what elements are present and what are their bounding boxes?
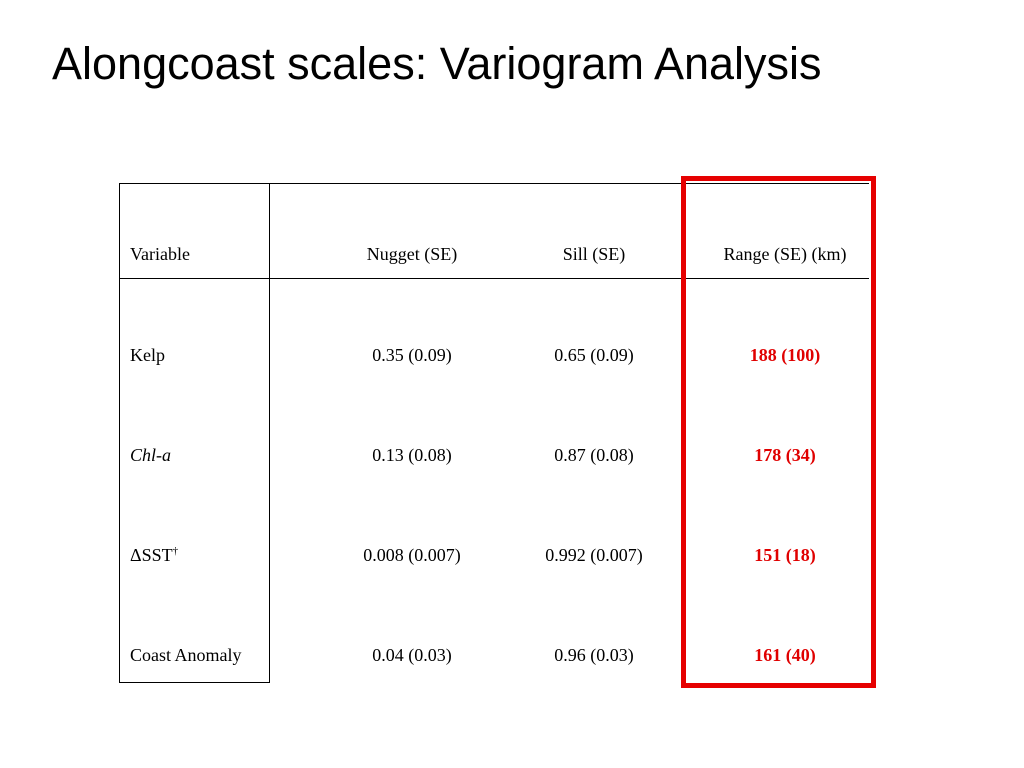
table-left-border: [119, 183, 120, 683]
row-range: 188 (100): [749, 345, 821, 365]
row-variable: Chl-a: [130, 444, 171, 466]
row-range: 151 (18): [754, 545, 816, 565]
row-nugget: 0.13 (0.08): [372, 445, 452, 465]
variable-name: ΔSST: [130, 545, 173, 565]
variogram-table: Variable Nugget (SE) Sill (SE) Range (SE…: [119, 183, 869, 683]
table-column-divider: [269, 183, 270, 683]
table-top-border: [119, 183, 869, 184]
row-variable: Kelp: [130, 344, 165, 366]
table-header-divider: [119, 278, 869, 279]
table-bottom-border: [119, 682, 270, 683]
range-highlight-box: [681, 176, 876, 688]
row-nugget: 0.008 (0.007): [363, 545, 461, 565]
row-sill: 0.65 (0.09): [554, 345, 634, 365]
variable-name: Chl-a: [130, 445, 172, 465]
variable-name: Kelp: [130, 345, 165, 365]
variable-name: Coast Anomaly: [130, 645, 242, 665]
row-sill: 0.96 (0.03): [554, 645, 634, 665]
row-sill: 0.87 (0.08): [554, 445, 634, 465]
row-nugget: 0.04 (0.03): [372, 645, 452, 665]
header-nugget: Nugget (SE): [366, 244, 458, 264]
header-variable: Variable: [130, 244, 190, 264]
slide-title: Alongcoast scales: Variogram Analysis: [52, 38, 822, 89]
row-variable: ΔSST†: [130, 544, 178, 566]
row-range: 161 (40): [754, 645, 816, 665]
row-sill: 0.992 (0.007): [545, 545, 643, 565]
row-range: 178 (34): [754, 445, 816, 465]
header-sill: Sill (SE): [562, 244, 626, 264]
variable-footnote-mark: †: [172, 545, 179, 557]
row-nugget: 0.35 (0.09): [372, 345, 452, 365]
header-range: Range (SE) (km): [723, 244, 847, 264]
row-variable: Coast Anomaly: [130, 644, 242, 666]
